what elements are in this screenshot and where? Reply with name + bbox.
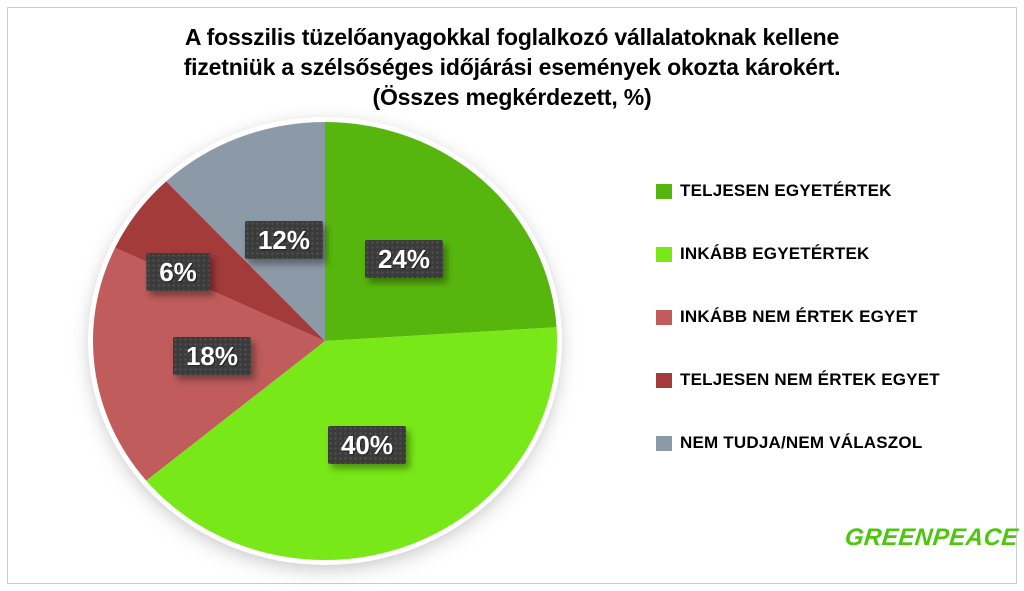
- legend-item-teljesen-nem-ertek-egyet: TELJESEN NEM ÉRTEK EGYET: [656, 367, 1006, 393]
- legend-swatch-teljesen-egyetertek: [656, 183, 672, 199]
- data-label-teljesen-egyetertek: 24%: [364, 240, 444, 278]
- legend-label-inkabb-nem-ertek-egyet: INKÁBB NEM ÉRTEK EGYET: [680, 307, 918, 326]
- pie-slice-1: [325, 122, 557, 341]
- legend-swatch-teljesen-nem-ertek-egyet: [656, 372, 672, 388]
- data-label-inkabb-egyetertek: 40%: [327, 426, 407, 464]
- legend-swatch-inkabb-egyetertek: [656, 246, 672, 262]
- legend-swatch-inkabb-nem-ertek-egyet: [656, 309, 672, 325]
- legend-item-inkabb-nem-ertek-egyet: INKÁBB NEM ÉRTEK EGYET: [656, 304, 1006, 330]
- pie-chart: [93, 122, 557, 560]
- title-line-2: fizetniük a szélsőséges időjárási esemén…: [183, 54, 841, 80]
- legend: TELJESEN EGYETÉRTEK INKÁBB EGYETÉRTEK IN…: [656, 178, 1006, 456]
- chart-title: A fosszilis tüzelőanyagokkal foglalkozó …: [0, 22, 1024, 112]
- greenpeace-logo: GREENPEACE: [843, 524, 1020, 551]
- title-line-3: (Összes megkérdezett, %): [372, 84, 652, 110]
- legend-label-teljesen-nem-ertek-egyet: TELJESEN NEM ÉRTEK EGYET: [680, 370, 940, 389]
- data-label-teljesen-nem-ertek-egyet: 6%: [146, 253, 210, 291]
- legend-swatch-nem-tudja: [656, 435, 672, 451]
- pie-slice-4: [115, 181, 325, 341]
- legend-item-teljesen-egyetertek: TELJESEN EGYETÉRTEK: [656, 178, 1006, 204]
- legend-item-nem-tudja: NEM TUDJA/NEM VÁLASZOL: [656, 430, 1006, 456]
- legend-item-inkabb-egyetertek: INKÁBB EGYETÉRTEK: [656, 241, 1006, 267]
- legend-label-teljesen-egyetertek: TELJESEN EGYETÉRTEK: [680, 181, 892, 200]
- data-label-nem-tudja: 12%: [244, 221, 324, 259]
- legend-label-inkabb-egyetertek: INKÁBB EGYETÉRTEK: [680, 244, 870, 263]
- pie-svg: [93, 122, 557, 560]
- legend-label-nem-tudja: NEM TUDJA/NEM VÁLASZOL: [680, 433, 923, 452]
- title-line-1: A fosszilis tüzelőanyagokkal foglalkozó …: [184, 24, 840, 50]
- data-label-inkabb-nem-ertek-egyet: 18%: [172, 337, 252, 375]
